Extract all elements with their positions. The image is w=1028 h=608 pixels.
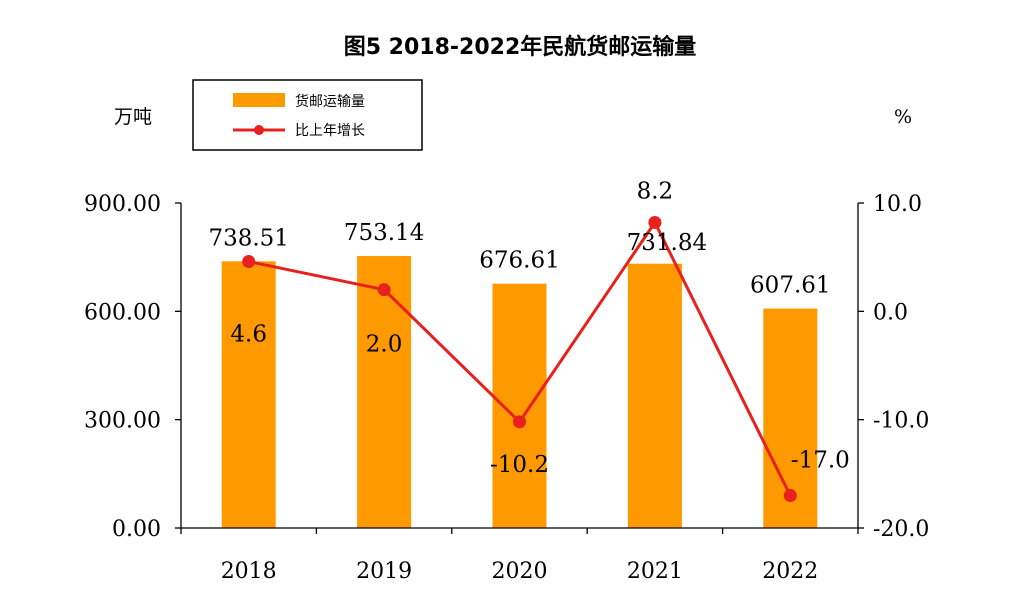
- line-value-label: -10.2: [490, 452, 549, 478]
- growth-point-2019: [377, 283, 391, 297]
- growth-point-2021: [648, 216, 662, 229]
- left-tick-label: 900.00: [84, 192, 161, 217]
- line-value-label: -17.0: [791, 448, 850, 474]
- data-labels: 738.51 753.14 676.61 731.84 607.61 4.6 2.0 -10.…: [208, 179, 849, 478]
- legend-label-cargo: 货邮运输量: [295, 93, 365, 110]
- bar-value-label: 738.51: [208, 225, 288, 251]
- right-tick-label: -20.0: [873, 517, 929, 542]
- legend-bar-swatch: [233, 93, 285, 107]
- chart-title: 图5 2018-2022年民航货邮运输量: [344, 34, 697, 60]
- left-tick-label: 600.00: [84, 300, 161, 325]
- bar-2021: [627, 263, 682, 528]
- left-tick-label: 300.00: [84, 409, 161, 434]
- growth-point-2020: [513, 415, 526, 429]
- line-value-label: 2.0: [366, 332, 403, 358]
- line-value-label: 8.2: [637, 179, 674, 205]
- bar-value-label: 731.84: [627, 230, 707, 256]
- legend-label-growth: 比上年增长: [295, 123, 365, 139]
- bar-value-label: 676.61: [479, 248, 559, 274]
- growth-point-2018: [242, 255, 256, 268]
- bar-2020: [492, 283, 547, 528]
- x-tick-label: 2020: [492, 559, 548, 584]
- x-tick-label: 2021: [627, 559, 683, 584]
- right-tick-label: 10.0: [873, 192, 922, 217]
- bar-2019: [357, 256, 412, 528]
- right-tick-label: -10.0: [873, 409, 929, 434]
- line-value-label: 4.6: [230, 322, 267, 348]
- axes: 0.00 300.00 600.00 900.00 -20.0 -10.0 0.0 10.0 2…: [84, 192, 929, 584]
- line-series: [242, 216, 797, 502]
- legend-box: [192, 79, 423, 151]
- bar-2018: [221, 261, 276, 528]
- left-tick-label: 0.00: [112, 517, 161, 542]
- left-axis-unit: 万吨: [114, 106, 152, 128]
- right-tick-label: 0.0: [873, 300, 908, 325]
- right-axis-unit: %: [894, 106, 912, 128]
- legend: 货邮运输量 比上年增长: [192, 79, 423, 151]
- x-tick-label: 2022: [762, 559, 818, 584]
- growth-point-2022: [783, 489, 797, 502]
- legend-line-marker: [254, 125, 264, 135]
- x-tick-label: 2018: [221, 559, 277, 584]
- bar-value-label: 753.14: [344, 220, 424, 246]
- bar-value-label: 607.61: [750, 273, 830, 299]
- x-tick-label: 2019: [356, 559, 412, 584]
- bar-series: [221, 256, 818, 528]
